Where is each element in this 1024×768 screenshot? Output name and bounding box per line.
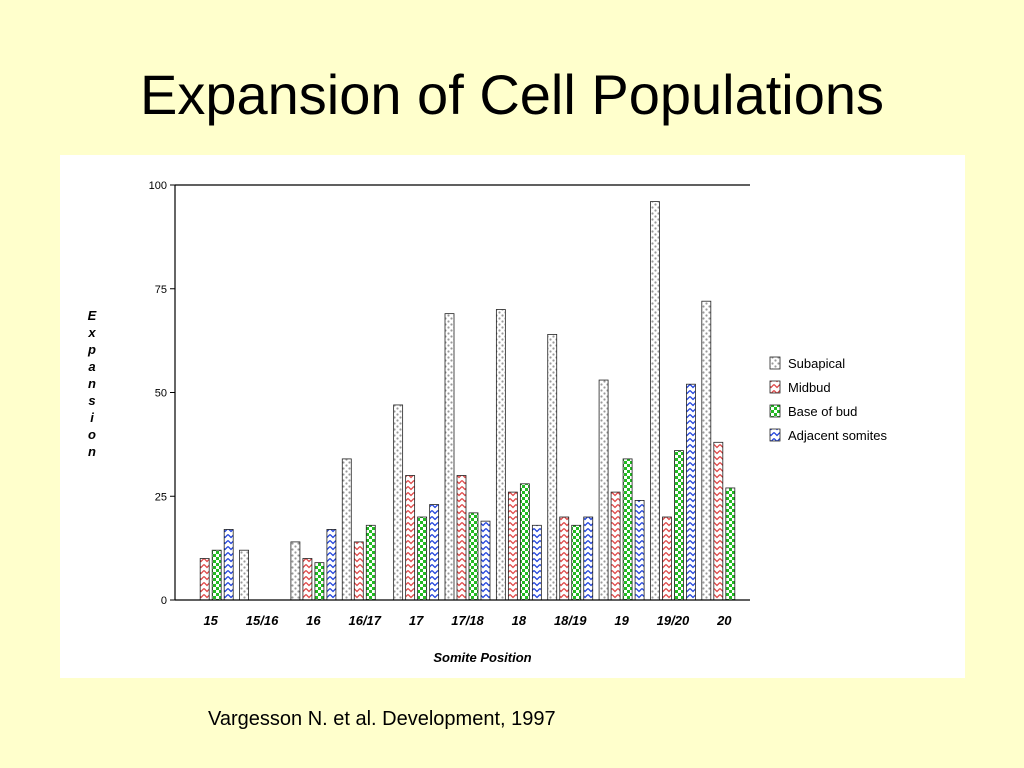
bar-base-of-bud-19-20 — [674, 450, 684, 601]
legend-swatch-base-of-bud — [769, 404, 781, 418]
bar-adjacent-somites-18 — [531, 524, 542, 601]
x-tick-label: 17 — [409, 613, 424, 628]
bar-base-of-bud-18 — [519, 483, 530, 601]
y-axis-title-letter: a — [88, 359, 95, 374]
chart-panel: 15 15/16 16 16/17 17 17/18 18 18/19 19 19/20 20 0 25… — [60, 155, 965, 678]
bar-subapical-17 — [393, 404, 404, 601]
legend-label: Subapical — [788, 356, 845, 371]
y-axis-title-letter: E — [88, 308, 97, 323]
bar-subapical-20 — [701, 300, 712, 601]
bar-adjacent-somites-19-20 — [686, 383, 696, 601]
bar-base-of-bud-17-18 — [468, 512, 479, 601]
x-tick-label: 19/20 — [657, 613, 690, 628]
bar-midbud-17 — [405, 475, 416, 601]
y-axis-title-letter: n — [88, 444, 96, 459]
legend-swatch-adjacent-somites — [769, 428, 781, 442]
x-tick-label: 16/17 — [348, 613, 381, 628]
legend-label: Base of bud — [788, 404, 857, 419]
y-axis-title-letter: p — [87, 342, 96, 357]
y-tick-label: 25 — [155, 491, 167, 503]
bar-adjacent-somites-17-18 — [480, 520, 491, 601]
bar-chart: 15 15/16 16 16/17 17 17/18 18 18/19 19 19/20 20 0 25… — [87, 180, 887, 665]
bar-subapical-15-16 — [239, 549, 249, 601]
bar-adjacent-somites-15 — [223, 529, 234, 601]
bar-midbud-16 — [302, 558, 313, 601]
y-axis-title-letter: i — [90, 410, 94, 425]
y-axis-title-letter: o — [88, 427, 96, 442]
bar-adjacent-somites-17 — [429, 504, 440, 601]
y-axis-title-letter: n — [88, 376, 96, 391]
bar-subapical-16 — [290, 541, 301, 601]
slide-title: Expansion of Cell Populations — [139, 63, 885, 126]
y-axis-title-letter: s — [88, 393, 95, 408]
legend-swatch-subapical — [769, 356, 781, 370]
bar-midbud-16-17 — [353, 541, 364, 601]
x-tick-label: 16 — [306, 613, 321, 628]
x-tick-label: 15 — [203, 613, 218, 628]
legend-label: Adjacent somites — [788, 428, 887, 443]
y-axis-title-letter: x — [87, 325, 96, 340]
y-tick-label: 75 — [155, 284, 167, 296]
bar-subapical-16-17 — [341, 458, 352, 601]
bar-subapical-17-18 — [444, 313, 455, 601]
bar-base-of-bud-20 — [725, 487, 736, 601]
y-tick-label: 50 — [155, 388, 167, 400]
x-tick-label: 18/19 — [554, 613, 587, 628]
bar-base-of-bud-18-19 — [571, 524, 582, 601]
bar-midbud-18-19 — [559, 516, 570, 601]
y-tick-label: 0 — [161, 595, 167, 607]
bar-midbud-15 — [199, 558, 210, 601]
bar-adjacent-somites-16 — [326, 529, 337, 601]
bar-base-of-bud-16-17 — [365, 524, 376, 601]
legend-swatch-midbud — [769, 380, 781, 394]
x-tick-label: 15/16 — [246, 613, 279, 628]
bar-adjacent-somites-18-19 — [583, 516, 594, 601]
x-axis-title: Somite Position — [433, 650, 531, 665]
bar-adjacent-somites-19 — [634, 499, 645, 601]
bar-subapical-18-19 — [547, 333, 558, 601]
bar-subapical-19 — [598, 379, 609, 601]
citation: Vargesson N. et al. Development, 1997 — [208, 708, 556, 730]
bar-base-of-bud-16 — [314, 562, 325, 601]
bar-subapical-19-20 — [650, 201, 660, 601]
y-tick-label: 100 — [149, 180, 167, 192]
legend-label: Midbud — [788, 380, 831, 395]
x-tick-label: 20 — [716, 613, 732, 628]
bar-midbud-18 — [507, 491, 518, 601]
bar-base-of-bud-15 — [211, 549, 222, 601]
x-tick-label: 19 — [614, 613, 629, 628]
bar-subapical-18 — [495, 309, 506, 601]
bar-midbud-19-20 — [662, 516, 672, 601]
bar-midbud-20 — [713, 441, 724, 601]
x-tick-label: 18 — [512, 613, 527, 628]
x-tick-label: 17/18 — [451, 613, 484, 628]
bar-midbud-19 — [610, 491, 621, 601]
bar-base-of-bud-19 — [622, 458, 633, 601]
bar-midbud-17-18 — [456, 475, 467, 601]
bar-base-of-bud-17 — [417, 516, 428, 601]
